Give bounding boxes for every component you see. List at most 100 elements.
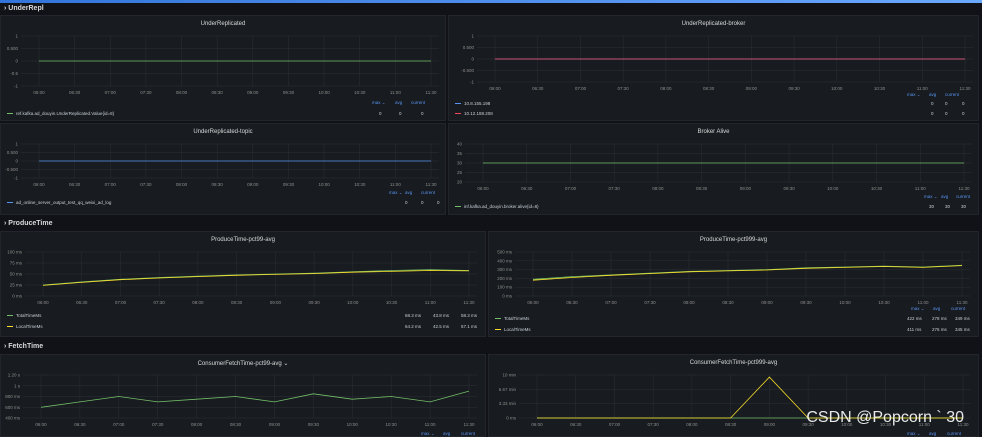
y-tick-label: -0.500 bbox=[461, 68, 474, 73]
y-tick-label: 3.33 min bbox=[499, 401, 517, 406]
y-tick-label: -0.5 bbox=[10, 71, 18, 76]
legend-current: 345 ms bbox=[955, 327, 970, 332]
legend-label: LocalTimeMs bbox=[504, 327, 531, 332]
chart-consumerfetch-pct999: 10 min 6.67 min 3.33 min 0 ms 06:00 06:30 07:0… bbox=[499, 373, 971, 427]
legend-avg: 0 bbox=[399, 111, 402, 116]
x-tick-label: 11:00 bbox=[919, 422, 930, 427]
y-tick-label: -1 bbox=[14, 84, 18, 89]
legend-header-max[interactable]: max ⌄ bbox=[389, 190, 403, 195]
legend-label: ref.kafka.ad_douyin.UnderReplicated.Valu… bbox=[16, 111, 115, 116]
panel-consumerfetch-pct999[interactable]: ConsumerFetchTime-pct999-avg 10 min 6.67 … bbox=[488, 354, 979, 437]
x-tick-label: 09:30 bbox=[283, 90, 295, 95]
x-tick-label: 08:30 bbox=[696, 186, 708, 191]
legend-header-avg[interactable]: avg bbox=[941, 194, 949, 199]
legend-avg: 43.8 ms bbox=[433, 313, 450, 318]
x-tick-label: 06:00 bbox=[477, 186, 489, 191]
y-tick-label: 1 bbox=[15, 34, 18, 39]
x-tick-label: 10:00 bbox=[318, 182, 330, 187]
legend-max: 68.3 ms bbox=[405, 313, 422, 318]
legend-header-avg[interactable]: avg bbox=[929, 92, 937, 97]
panel-title[interactable]: ConsumerFetchTime-pct99-avg ⌄ bbox=[197, 361, 289, 367]
x-tick-label: 09:00 bbox=[764, 422, 776, 427]
legend-item[interactable]: TotalTimeMs bbox=[7, 313, 41, 318]
y-tick-label: 35 bbox=[457, 151, 463, 156]
legend-header-avg[interactable]: avg bbox=[405, 190, 413, 195]
x-tick-label: 10:30 bbox=[386, 300, 398, 305]
x-tick-label: 09:00 bbox=[746, 86, 758, 91]
x-tick-label: 10:30 bbox=[874, 86, 886, 91]
section-producetime[interactable]: › ProduceTime bbox=[4, 220, 53, 227]
panel-underreplicated-topic[interactable]: UnderReplicated-topic 1 0.500 0 -0.500 -1 06:… bbox=[0, 123, 446, 215]
legend-swatch bbox=[455, 112, 461, 115]
legend-item[interactable]: ref.kafka.ad_douyin.UnderReplicated.Valu… bbox=[7, 111, 114, 116]
series-line bbox=[42, 269, 470, 286]
legend-header-current[interactable]: current bbox=[951, 306, 966, 311]
legend-header-max[interactable]: max ⌄ bbox=[924, 194, 938, 199]
x-tick-label: 11:30 bbox=[426, 182, 437, 187]
y-tick-label: 0 ms bbox=[12, 294, 23, 299]
x-tick-label: 07:00 bbox=[105, 182, 117, 187]
x-tick-label: 07:00 bbox=[115, 300, 127, 305]
legend-current: 58.3 ms bbox=[461, 313, 478, 318]
x-tick-label: 06:00 bbox=[527, 300, 539, 305]
x-tick-label: 09:00 bbox=[247, 182, 259, 187]
legend-item[interactable]: 10.8.155.198 bbox=[455, 101, 490, 106]
legend-header-current[interactable]: current bbox=[411, 100, 426, 105]
legend-swatch bbox=[7, 325, 13, 328]
panel-broker-alive[interactable]: Broker Alive 40 35 30 25 20 06:00 06:30 07:00 07… bbox=[448, 123, 979, 215]
y-tick-label: 50 ms bbox=[10, 272, 23, 277]
top-accent-bar bbox=[0, 0, 982, 3]
legend-header-current[interactable]: current bbox=[945, 92, 960, 97]
section-underrepl[interactable]: › UnderRepl bbox=[4, 5, 44, 12]
x-tick-label: 11:30 bbox=[958, 422, 969, 427]
series-line bbox=[532, 264, 963, 280]
x-tick-label: 08:30 bbox=[212, 182, 224, 187]
legend-item[interactable]: LocalTimeMs bbox=[7, 324, 43, 329]
x-tick-label: 10:30 bbox=[878, 300, 890, 305]
x-tick-label: 07:30 bbox=[618, 86, 630, 91]
panel-title: ProduceTime-pct999-avg bbox=[699, 237, 768, 243]
legend-item[interactable]: 10.12.188.208 bbox=[455, 111, 493, 116]
legend-label: 10.12.188.208 bbox=[464, 111, 493, 116]
x-tick-label: 06:30 bbox=[521, 186, 533, 191]
panel-title: UnderReplicated-broker bbox=[681, 21, 746, 27]
panel-producetime-pct999[interactable]: ProduceTime-pct999-avg 500 ms 400 ms 300 m… bbox=[488, 231, 979, 337]
panel-underreplicated-broker[interactable]: UnderReplicated-broker 1 0.500 0 -0.500 -1 06… bbox=[448, 15, 979, 121]
legend-header-max[interactable]: max ⌄ bbox=[421, 431, 435, 436]
legend-header-avg[interactable]: avg bbox=[929, 431, 937, 436]
panel-producetime-pct99[interactable]: ProduceTime-pct99-avg 100 ms 75 ms 50 ms 25… bbox=[0, 231, 486, 337]
panel-consumerfetch-pct99[interactable]: ConsumerFetchTime-pct99-avg ⌄ 1.20 s 1 s 8… bbox=[0, 354, 486, 437]
x-tick-label: 07:30 bbox=[152, 422, 164, 427]
x-tick-label: 10:00 bbox=[347, 300, 359, 305]
legend-header-current[interactable]: current bbox=[421, 190, 436, 195]
legend-header-current[interactable]: current bbox=[956, 194, 971, 199]
legend-header-max[interactable]: max ⌄ bbox=[907, 92, 921, 97]
x-tick-label: 10:30 bbox=[386, 422, 398, 427]
y-tick-label: 0 ms bbox=[502, 294, 513, 299]
legend-item[interactable]: ad_online_server_output_test_qq_weixi_ad… bbox=[7, 200, 111, 205]
y-tick-label: 25 ms bbox=[10, 283, 23, 288]
panel-underreplicated[interactable]: UnderReplicated 1 0.500 0 -0.5 -1 06:00 06:30 0… bbox=[0, 15, 446, 121]
chart-producetime-pct99: 100 ms 75 ms 50 ms 25 ms 0 ms 06:00 06:30 07:00… bbox=[7, 250, 477, 305]
panel-title: ProduceTime-pct99-avg bbox=[211, 237, 275, 243]
x-tick-label: 10:00 bbox=[839, 300, 851, 305]
legend-item[interactable]: TotalTimeMs bbox=[495, 316, 529, 321]
x-tick-label: 11:00 bbox=[390, 182, 401, 187]
legend-current: 57.1 ms bbox=[461, 324, 478, 329]
legend-header-max[interactable]: max ⌄ bbox=[911, 306, 925, 311]
legend-header-avg[interactable]: avg bbox=[443, 431, 451, 436]
x-tick-label: 08:30 bbox=[230, 422, 242, 427]
legend-header-current[interactable]: current bbox=[461, 431, 476, 436]
legend-header-avg[interactable]: avg bbox=[933, 306, 941, 311]
legend-header-avg[interactable]: avg bbox=[395, 100, 403, 105]
legend-header-max[interactable]: max ⌄ bbox=[907, 431, 921, 436]
legend-item[interactable]: inf.kafka.ad_douyin.broker.alive{id=8} bbox=[455, 204, 539, 209]
legend-header-max[interactable]: max ⌄ bbox=[372, 100, 386, 105]
section-fetchtime[interactable]: › FetchTime bbox=[4, 343, 44, 350]
y-tick-label: 0 bbox=[15, 59, 18, 64]
legend-max: 64.2 ms bbox=[405, 324, 422, 329]
legend-avg: 42.5 ms bbox=[433, 324, 450, 329]
legend-header-current[interactable]: current bbox=[947, 431, 962, 436]
y-tick-label: 0.500 bbox=[7, 46, 19, 51]
legend-item[interactable]: LocalTimeMs bbox=[495, 327, 531, 332]
